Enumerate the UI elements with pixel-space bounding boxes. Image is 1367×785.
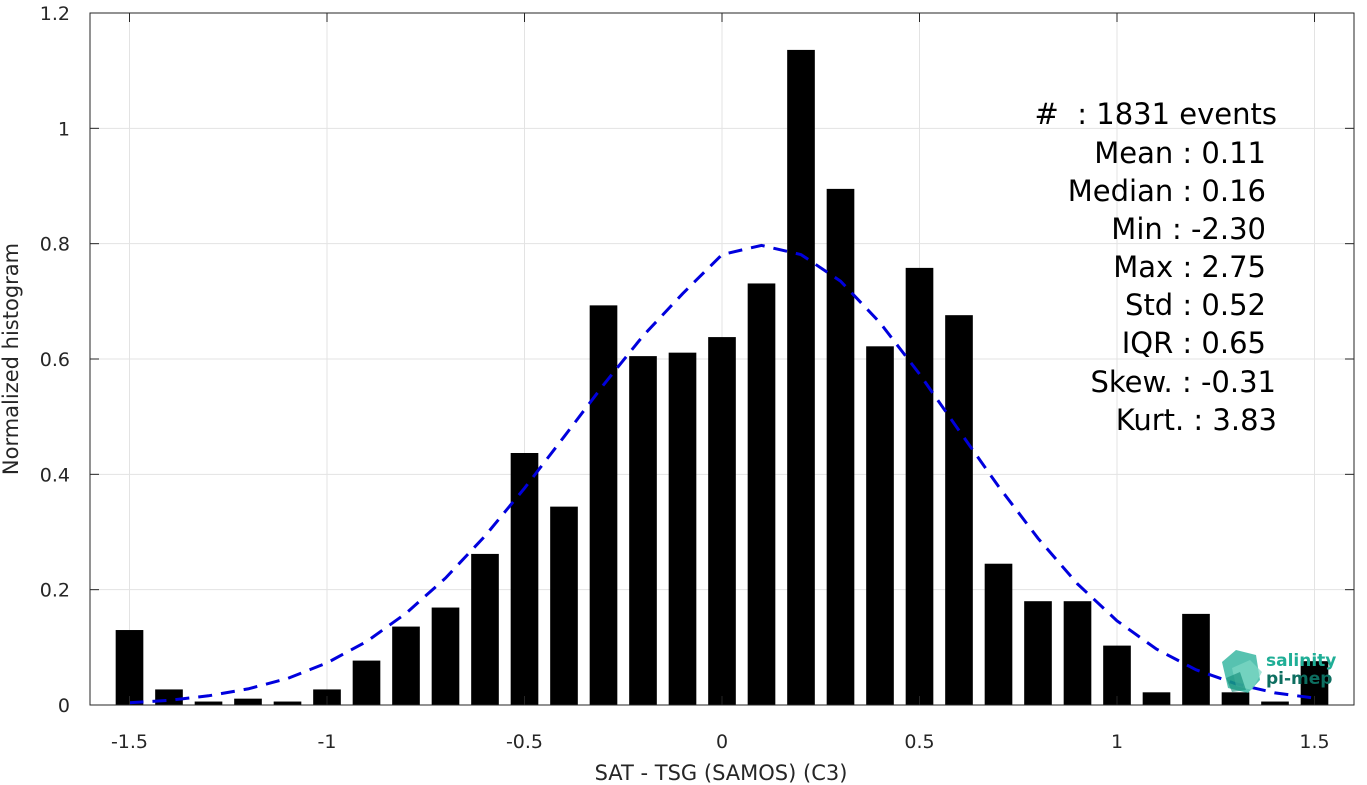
x-tick-label: -1.5: [111, 731, 148, 753]
histogram-bar: [826, 188, 855, 706]
x-axis-label: SAT - TSG (SAMOS) (C3): [595, 761, 848, 785]
histogram-bar: [352, 660, 381, 705]
histogram-bar: [273, 701, 302, 705]
y-tick-label: 1.2: [40, 3, 70, 25]
stat-iqr: IQR : 0.65: [1122, 326, 1266, 360]
y-tick-label: 0: [58, 695, 70, 717]
stat-min: Min : -2.30: [1111, 212, 1266, 246]
stat-std: Std : 0.52: [1125, 288, 1266, 322]
histogram-bar: [787, 49, 815, 705]
gaussian-fit-curve: [129, 243, 1315, 705]
logo-text-pi-mep: pi-mep: [1266, 669, 1332, 689]
x-tick-label: 0: [716, 731, 728, 753]
histogram-bar: [1261, 701, 1289, 705]
histogram-bar: [392, 626, 420, 705]
y-tick-label: 1: [58, 118, 70, 140]
y-tick-label: 0.6: [40, 349, 70, 371]
histogram-bar: [589, 305, 618, 705]
y-tick-label: 0.8: [40, 234, 70, 256]
histogram-bar: [550, 506, 578, 705]
stat-events: # : 1831 events: [1035, 97, 1277, 131]
logo-text-salinity: salinity: [1266, 651, 1336, 671]
x-tick-label: -1: [318, 731, 337, 753]
stat-max: Max : 2.75: [1113, 250, 1266, 284]
salinity-pi-mep-logo: salinity pi-mep: [1222, 650, 1336, 693]
x-tick-label: 1.5: [1299, 731, 1329, 753]
histogram-bar: [431, 607, 460, 705]
x-tick-label: 0.5: [904, 731, 934, 753]
histogram-bar: [866, 346, 894, 705]
histogram-bar: [708, 337, 736, 705]
y-tick-label: 0.4: [40, 464, 70, 486]
y-tick-label: 0.2: [40, 580, 70, 602]
stat-mean: Mean : 0.11: [1094, 136, 1266, 170]
histogram-bar: [668, 352, 697, 705]
x-tick-label: -0.5: [506, 731, 543, 753]
histogram-bar: [510, 452, 539, 705]
y-axis-label: Normalized histogram: [0, 243, 23, 475]
x-tick-label: 1: [1111, 731, 1123, 753]
stat-median: Median : 0.16: [1068, 174, 1266, 208]
histogram-bar: [1103, 645, 1131, 705]
histogram-bar: [1063, 601, 1092, 705]
histogram-bar: [905, 267, 934, 705]
axis-ticks: -1.5 -1 -0.5 0 0.5 1 1.5 0 0.2 0.4 0.6 0.8 1 1.2: [40, 3, 1354, 753]
histogram-bar: [1024, 601, 1052, 705]
histogram-bar: [945, 315, 973, 705]
histogram-bar: [1221, 692, 1250, 705]
histogram-bar: [629, 356, 657, 705]
histogram-bar: [747, 283, 776, 705]
histogram-bar: [234, 698, 262, 705]
histogram-bar: [984, 563, 1013, 705]
histogram-bar: [1182, 613, 1210, 705]
histogram-bar: [1142, 692, 1171, 705]
stat-kurtosis: Kurt. : 3.83: [1116, 403, 1277, 437]
histogram-bar: [194, 701, 223, 705]
histogram-bar: [155, 689, 183, 705]
logo-emblem-icon: [1222, 650, 1262, 693]
stat-skewness: Skew. : -0.31: [1090, 365, 1276, 399]
histogram-bar: [115, 630, 144, 705]
statistics-box: # : 1831 events Mean : 0.11 Median : 0.1…: [1035, 97, 1277, 437]
histogram-bars: [115, 49, 1329, 706]
histogram-bar: [471, 553, 499, 705]
